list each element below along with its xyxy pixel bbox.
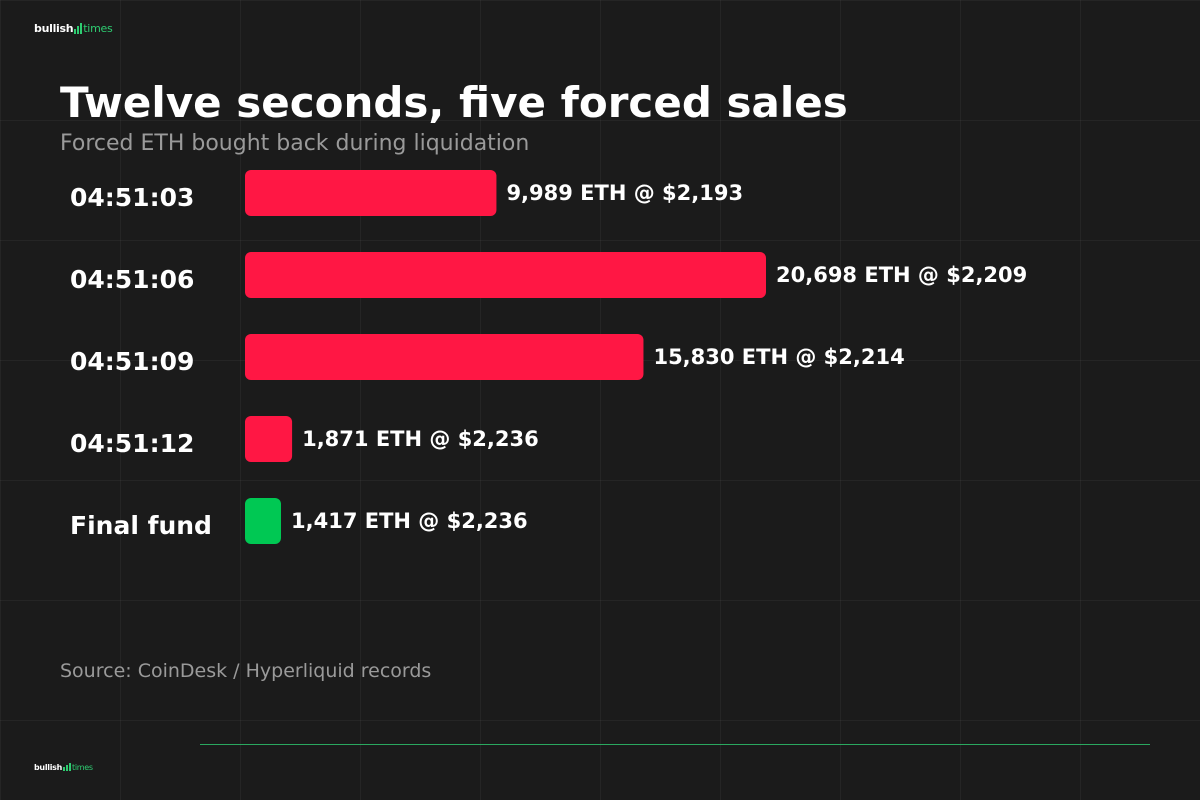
row-label: 04:51:03 <box>70 183 194 212</box>
logo-bars-icon <box>74 23 83 34</box>
source-note: Source: CoinDesk / Hyperliquid records <box>60 660 432 682</box>
data-label: 1,417 ETH @ $2,236 <box>291 509 528 533</box>
bar <box>245 170 497 216</box>
footer-logo-wordmark-times: times <box>72 763 93 772</box>
data-label: 9,989 ETH @ $2,193 <box>506 181 743 205</box>
footer-logo-bars-icon <box>63 763 72 771</box>
data-label: 1,871 ETH @ $2,236 <box>302 427 539 451</box>
row-label: 04:51:12 <box>70 429 194 458</box>
row-label: 04:51:09 <box>70 347 194 376</box>
row-label: 04:51:06 <box>70 265 194 294</box>
data-label: 15,830 ETH @ $2,214 <box>653 345 904 369</box>
bar <box>245 498 281 544</box>
data-label: 20,698 ETH @ $2,209 <box>776 263 1027 287</box>
brand-logo: bullish times <box>34 22 113 35</box>
footer-divider <box>200 744 1150 745</box>
footer-brand-logo: bullish times <box>34 763 93 772</box>
bar <box>245 416 293 462</box>
chart-title: Twelve seconds, five forced sales <box>60 78 848 127</box>
logo-wordmark-times: times <box>83 22 113 35</box>
footer-logo-wordmark-bullish: bullish <box>34 763 63 772</box>
bar <box>245 252 766 298</box>
row-label: Final fund <box>70 511 212 540</box>
bar <box>245 334 644 380</box>
logo-wordmark-bullish: bullish <box>34 22 74 35</box>
chart-subtitle: Forced ETH bought back during liquidatio… <box>60 131 530 156</box>
